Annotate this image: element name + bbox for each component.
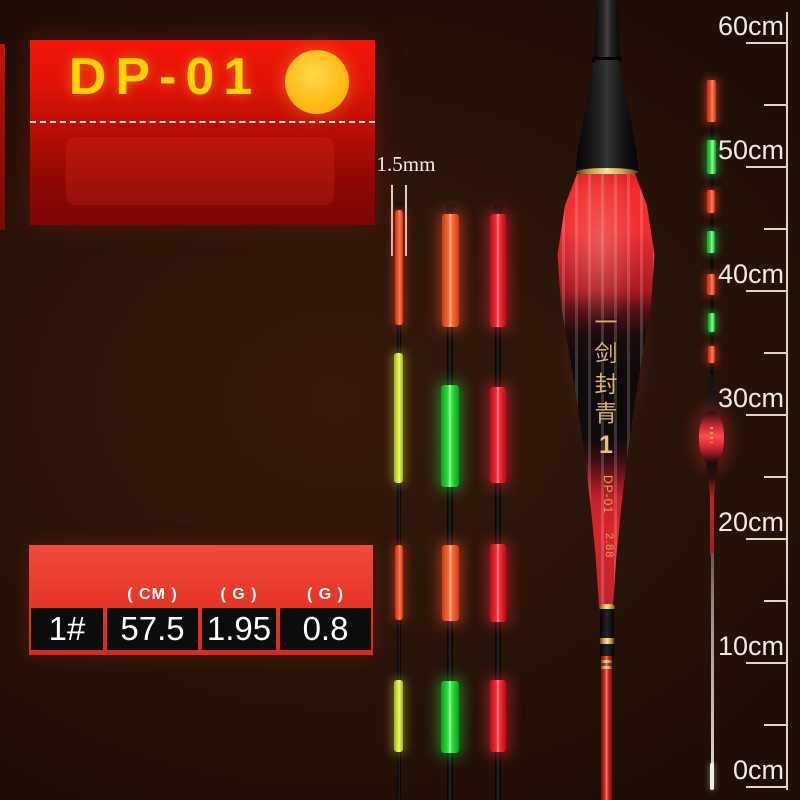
small-float-cap bbox=[709, 74, 715, 79]
ruler-major-tick bbox=[746, 290, 788, 292]
ruler-label: 40cm bbox=[717, 259, 784, 289]
ruler-minor-tick bbox=[764, 724, 788, 726]
big-float-joint bbox=[592, 57, 622, 62]
tip1-cap bbox=[395, 202, 403, 209]
ruler-minor-tick bbox=[764, 600, 788, 602]
big-float-tail-stem bbox=[601, 656, 612, 800]
badge-orange-dot-icon bbox=[285, 50, 349, 114]
tip3-stem bbox=[495, 210, 501, 800]
small-float-gold-marks bbox=[710, 427, 713, 443]
tip3-segment-red bbox=[490, 544, 506, 622]
ruler-label: 20cm bbox=[717, 507, 784, 537]
big-float-gold-ring-bottom bbox=[599, 604, 615, 610]
float-brand-char: 封 bbox=[594, 372, 618, 397]
tip3-segment-red bbox=[490, 680, 506, 752]
tip3-segment-red bbox=[490, 214, 506, 327]
small-float-tail-tip bbox=[710, 763, 714, 790]
ruler-major-tick bbox=[746, 166, 788, 168]
float-model-vertical-text: DP-01 bbox=[601, 475, 615, 515]
spec-value-buoyancy: 0.8 bbox=[280, 608, 371, 650]
small-float-segment-red bbox=[707, 274, 715, 295]
ruler-major-tick bbox=[746, 538, 788, 540]
badge-dashed-line bbox=[30, 121, 375, 123]
ruler-minor-tick bbox=[764, 104, 788, 106]
spec-value-size: 1# bbox=[31, 608, 103, 650]
big-float-shoulder-cone bbox=[576, 60, 638, 172]
ruler-label: 10cm bbox=[717, 631, 784, 661]
big-float-antenna bbox=[594, 0, 620, 62]
ruler-line bbox=[786, 12, 788, 790]
tip2-segment-orange bbox=[442, 214, 459, 327]
small-float-segment-green bbox=[708, 313, 715, 332]
caliper-line-right bbox=[405, 185, 407, 256]
ruler-label: 0cm bbox=[732, 755, 784, 785]
tip2-cap bbox=[446, 205, 455, 213]
tip-diameter-label: 1.5mm bbox=[376, 152, 436, 176]
ruler-major-tick bbox=[746, 42, 788, 44]
tip2-segment-green bbox=[441, 385, 459, 487]
spec-header-g: ( G ) bbox=[307, 586, 344, 603]
tip3-segment-red bbox=[490, 387, 506, 483]
float-brand-char: 一 bbox=[594, 310, 618, 335]
small-float-segment-red bbox=[707, 190, 715, 213]
spec-header-g: ( G ) bbox=[220, 586, 258, 603]
ruler-major-tick bbox=[746, 786, 788, 788]
spec-value-length: 57.5 bbox=[107, 608, 198, 650]
big-float-gold-band bbox=[600, 638, 614, 644]
tip1-segment-red bbox=[395, 545, 403, 620]
tip2-stem bbox=[447, 210, 453, 800]
float-spec-vertical-text: 2.88 bbox=[603, 533, 615, 559]
ruler-label: 30cm bbox=[717, 383, 784, 413]
float-brand-char: 剑 bbox=[594, 341, 618, 366]
small-float-stem bbox=[710, 76, 714, 378]
float-size-number: 1 bbox=[599, 431, 613, 459]
tip2-segment-green bbox=[441, 681, 459, 753]
spec-header-cm: ( CM ) bbox=[127, 586, 178, 603]
small-float-segment-green bbox=[707, 231, 715, 253]
tip1-segment-yellow bbox=[394, 353, 403, 483]
ruler-label: 60cm bbox=[717, 11, 784, 41]
big-float-lower-plug bbox=[600, 609, 614, 659]
small-float-taper bbox=[706, 462, 718, 500]
small-float-segment-green bbox=[707, 140, 716, 174]
badge-model-text: DP-01 bbox=[68, 48, 262, 106]
ruler-major-tick bbox=[746, 414, 788, 416]
small-float-segment-red bbox=[707, 80, 716, 122]
small-float-silver-tail bbox=[711, 553, 714, 765]
big-float-tail-ring bbox=[601, 660, 612, 663]
tip3-cap bbox=[494, 205, 503, 213]
badge-inner-panel bbox=[66, 137, 334, 205]
big-float-tail-ring bbox=[601, 666, 612, 669]
tip2-segment-orange bbox=[442, 545, 459, 621]
caliper-line-left bbox=[391, 185, 393, 256]
small-float-segment-red bbox=[708, 346, 715, 363]
ruler-label: 50cm bbox=[717, 135, 784, 165]
ruler-major-tick bbox=[746, 662, 788, 664]
big-float-gold-ring-top bbox=[576, 168, 638, 176]
tip1-segment-yellow bbox=[394, 680, 403, 752]
float-brand-char: 青 bbox=[594, 401, 618, 426]
left-edge-red-strip bbox=[0, 44, 5, 230]
tip1-segment-red bbox=[395, 210, 403, 325]
spec-value-weight: 1.95 bbox=[202, 608, 276, 650]
ruler-minor-tick bbox=[764, 476, 788, 478]
small-float-red-tail bbox=[710, 497, 714, 555]
ruler-minor-tick bbox=[764, 228, 788, 230]
ruler-minor-tick bbox=[764, 352, 788, 354]
tip1-stem bbox=[397, 206, 401, 800]
